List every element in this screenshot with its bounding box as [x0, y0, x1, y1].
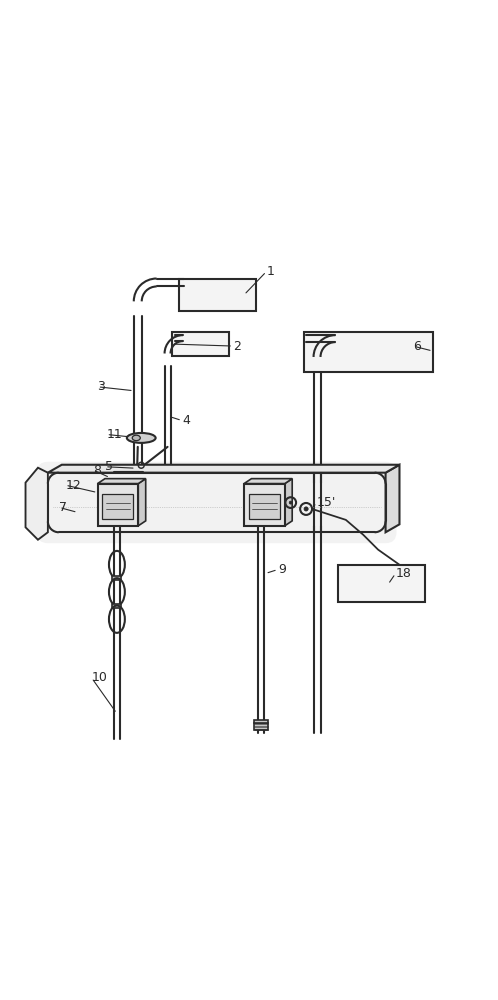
Polygon shape — [385, 465, 399, 532]
Polygon shape — [244, 479, 292, 484]
Text: 3: 3 — [98, 380, 106, 393]
Bar — [113, 604, 122, 608]
Circle shape — [304, 507, 308, 511]
Text: 6: 6 — [413, 340, 421, 353]
Polygon shape — [98, 479, 146, 484]
Text: 9: 9 — [278, 563, 286, 576]
Bar — [103, 494, 133, 519]
Text: 1: 1 — [266, 265, 274, 278]
Text: 15': 15' — [317, 496, 336, 509]
Text: 4: 4 — [182, 414, 190, 427]
Bar — [244, 484, 285, 526]
Text: 19: 19 — [277, 480, 292, 493]
Bar — [304, 332, 433, 372]
Bar — [172, 332, 229, 356]
Polygon shape — [48, 465, 399, 473]
Bar — [249, 494, 280, 519]
Circle shape — [289, 501, 292, 504]
Ellipse shape — [127, 433, 156, 443]
Text: 2: 2 — [233, 340, 241, 353]
Text: 11: 11 — [107, 428, 122, 441]
Polygon shape — [25, 468, 48, 540]
Text: 12: 12 — [65, 479, 81, 492]
Text: 18: 18 — [395, 567, 411, 580]
Text: 7: 7 — [59, 501, 67, 514]
Text: 8: 8 — [94, 464, 102, 477]
Bar — [98, 484, 138, 526]
Bar — [254, 723, 268, 730]
Bar — [254, 720, 268, 723]
FancyBboxPatch shape — [37, 462, 396, 543]
Bar — [338, 565, 425, 602]
Polygon shape — [285, 479, 292, 526]
Ellipse shape — [132, 435, 140, 441]
Bar — [113, 576, 122, 580]
Text: 10: 10 — [92, 671, 108, 684]
Bar — [179, 279, 256, 311]
Text: 5: 5 — [105, 460, 113, 473]
Polygon shape — [138, 479, 146, 526]
